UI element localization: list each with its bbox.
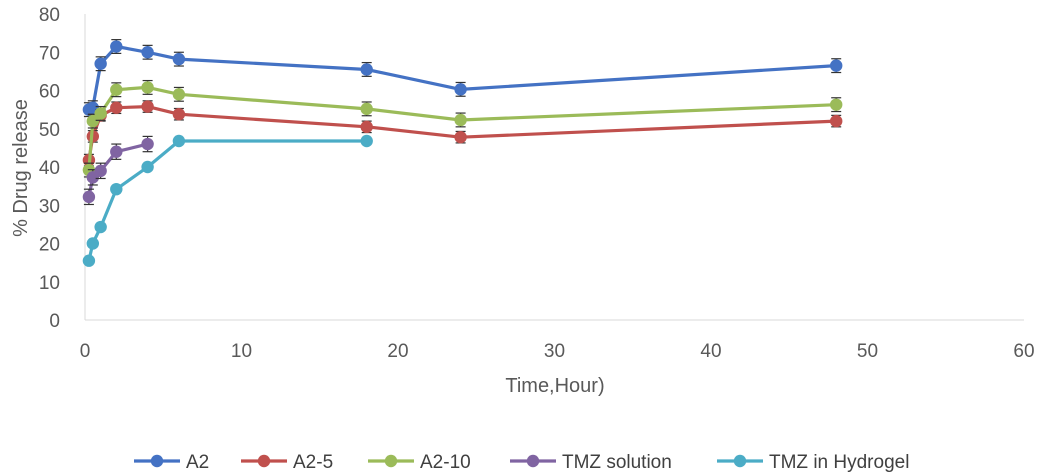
series-line <box>87 85 837 171</box>
x-tick-label: 50 <box>857 341 878 362</box>
data-point <box>141 100 154 113</box>
x-tick-label: 40 <box>700 341 721 362</box>
data-point <box>454 83 467 96</box>
y-tick-label: 30 <box>39 196 60 217</box>
x-tick-label: 10 <box>231 341 252 362</box>
series-0 <box>82 39 843 118</box>
data-point <box>110 83 123 96</box>
data-point <box>82 190 96 204</box>
legend-item: TMZ solution <box>510 452 672 473</box>
legend-item: TMZ in Hydrogel <box>717 452 909 473</box>
data-point <box>360 102 373 116</box>
data-point <box>172 52 186 66</box>
legend-swatch-marker <box>257 454 271 468</box>
legend-swatch-marker <box>150 454 164 468</box>
legend-swatch-marker <box>384 454 398 468</box>
legend-swatch-marker <box>526 454 540 468</box>
data-point <box>360 134 373 148</box>
y-tick-label: 40 <box>39 158 60 179</box>
legend: A2 A2-5 A2-10 TMZ solution TMZ in Hydrogel <box>134 452 909 473</box>
data-point <box>86 237 100 250</box>
series-line <box>87 139 367 262</box>
series-4 <box>82 134 373 267</box>
y-tick-label: 70 <box>39 43 60 64</box>
data-point <box>94 107 107 120</box>
data-point <box>94 57 107 70</box>
data-point <box>110 40 123 53</box>
legend-label: A2-5 <box>293 452 333 473</box>
data-point <box>360 63 373 76</box>
y-tick-label: 80 <box>39 5 60 26</box>
y-tick-label: 50 <box>39 120 60 141</box>
data-point <box>86 114 100 128</box>
series-line <box>88 44 837 112</box>
y-tick-label: 0 <box>49 311 60 332</box>
data-point <box>141 81 154 94</box>
data-point <box>172 108 186 121</box>
legend-item: A2 <box>134 452 209 473</box>
y-tick-labels: 0 10 20 30 40 50 60 70 80 <box>39 5 60 332</box>
data-point <box>360 120 373 134</box>
data-point <box>172 134 186 148</box>
legend-item: A2-10 <box>368 452 471 473</box>
legend-label: A2 <box>186 452 209 473</box>
x-tick-labels: 0 10 20 30 40 50 60 <box>80 341 1035 362</box>
data-point <box>830 114 843 128</box>
data-point <box>110 182 123 196</box>
series-2 <box>82 79 843 178</box>
data-point <box>172 88 186 101</box>
series <box>82 39 843 267</box>
x-tick-label: 60 <box>1013 341 1034 362</box>
data-point <box>454 113 467 127</box>
legend-label: TMZ in Hydrogel <box>769 452 909 473</box>
data-point <box>141 160 154 174</box>
y-axis-title: % Drug release <box>10 99 32 237</box>
x-axis-title: Time,Hour) <box>505 375 604 397</box>
y-tick-label: 60 <box>39 82 60 103</box>
data-point <box>141 46 154 59</box>
data-point <box>94 220 107 234</box>
data-point <box>830 59 843 72</box>
legend-label: A2-10 <box>420 452 471 473</box>
y-tick-label: 20 <box>39 235 60 256</box>
legend-swatch-marker <box>733 454 747 468</box>
data-point <box>94 164 107 178</box>
data-point <box>82 254 96 267</box>
series-3 <box>82 135 154 206</box>
x-tick-label: 0 <box>80 341 91 362</box>
x-tick-label: 20 <box>387 341 408 362</box>
data-point <box>141 137 154 151</box>
data-point <box>454 130 467 144</box>
x-tick-label: 30 <box>544 341 565 362</box>
legend-label: TMZ solution <box>562 452 672 473</box>
y-tick-label: 10 <box>39 273 60 294</box>
legend-item: A2-5 <box>241 452 333 473</box>
data-point <box>110 101 123 114</box>
axes <box>84 14 1024 321</box>
data-point <box>110 145 123 158</box>
data-point <box>830 98 843 111</box>
